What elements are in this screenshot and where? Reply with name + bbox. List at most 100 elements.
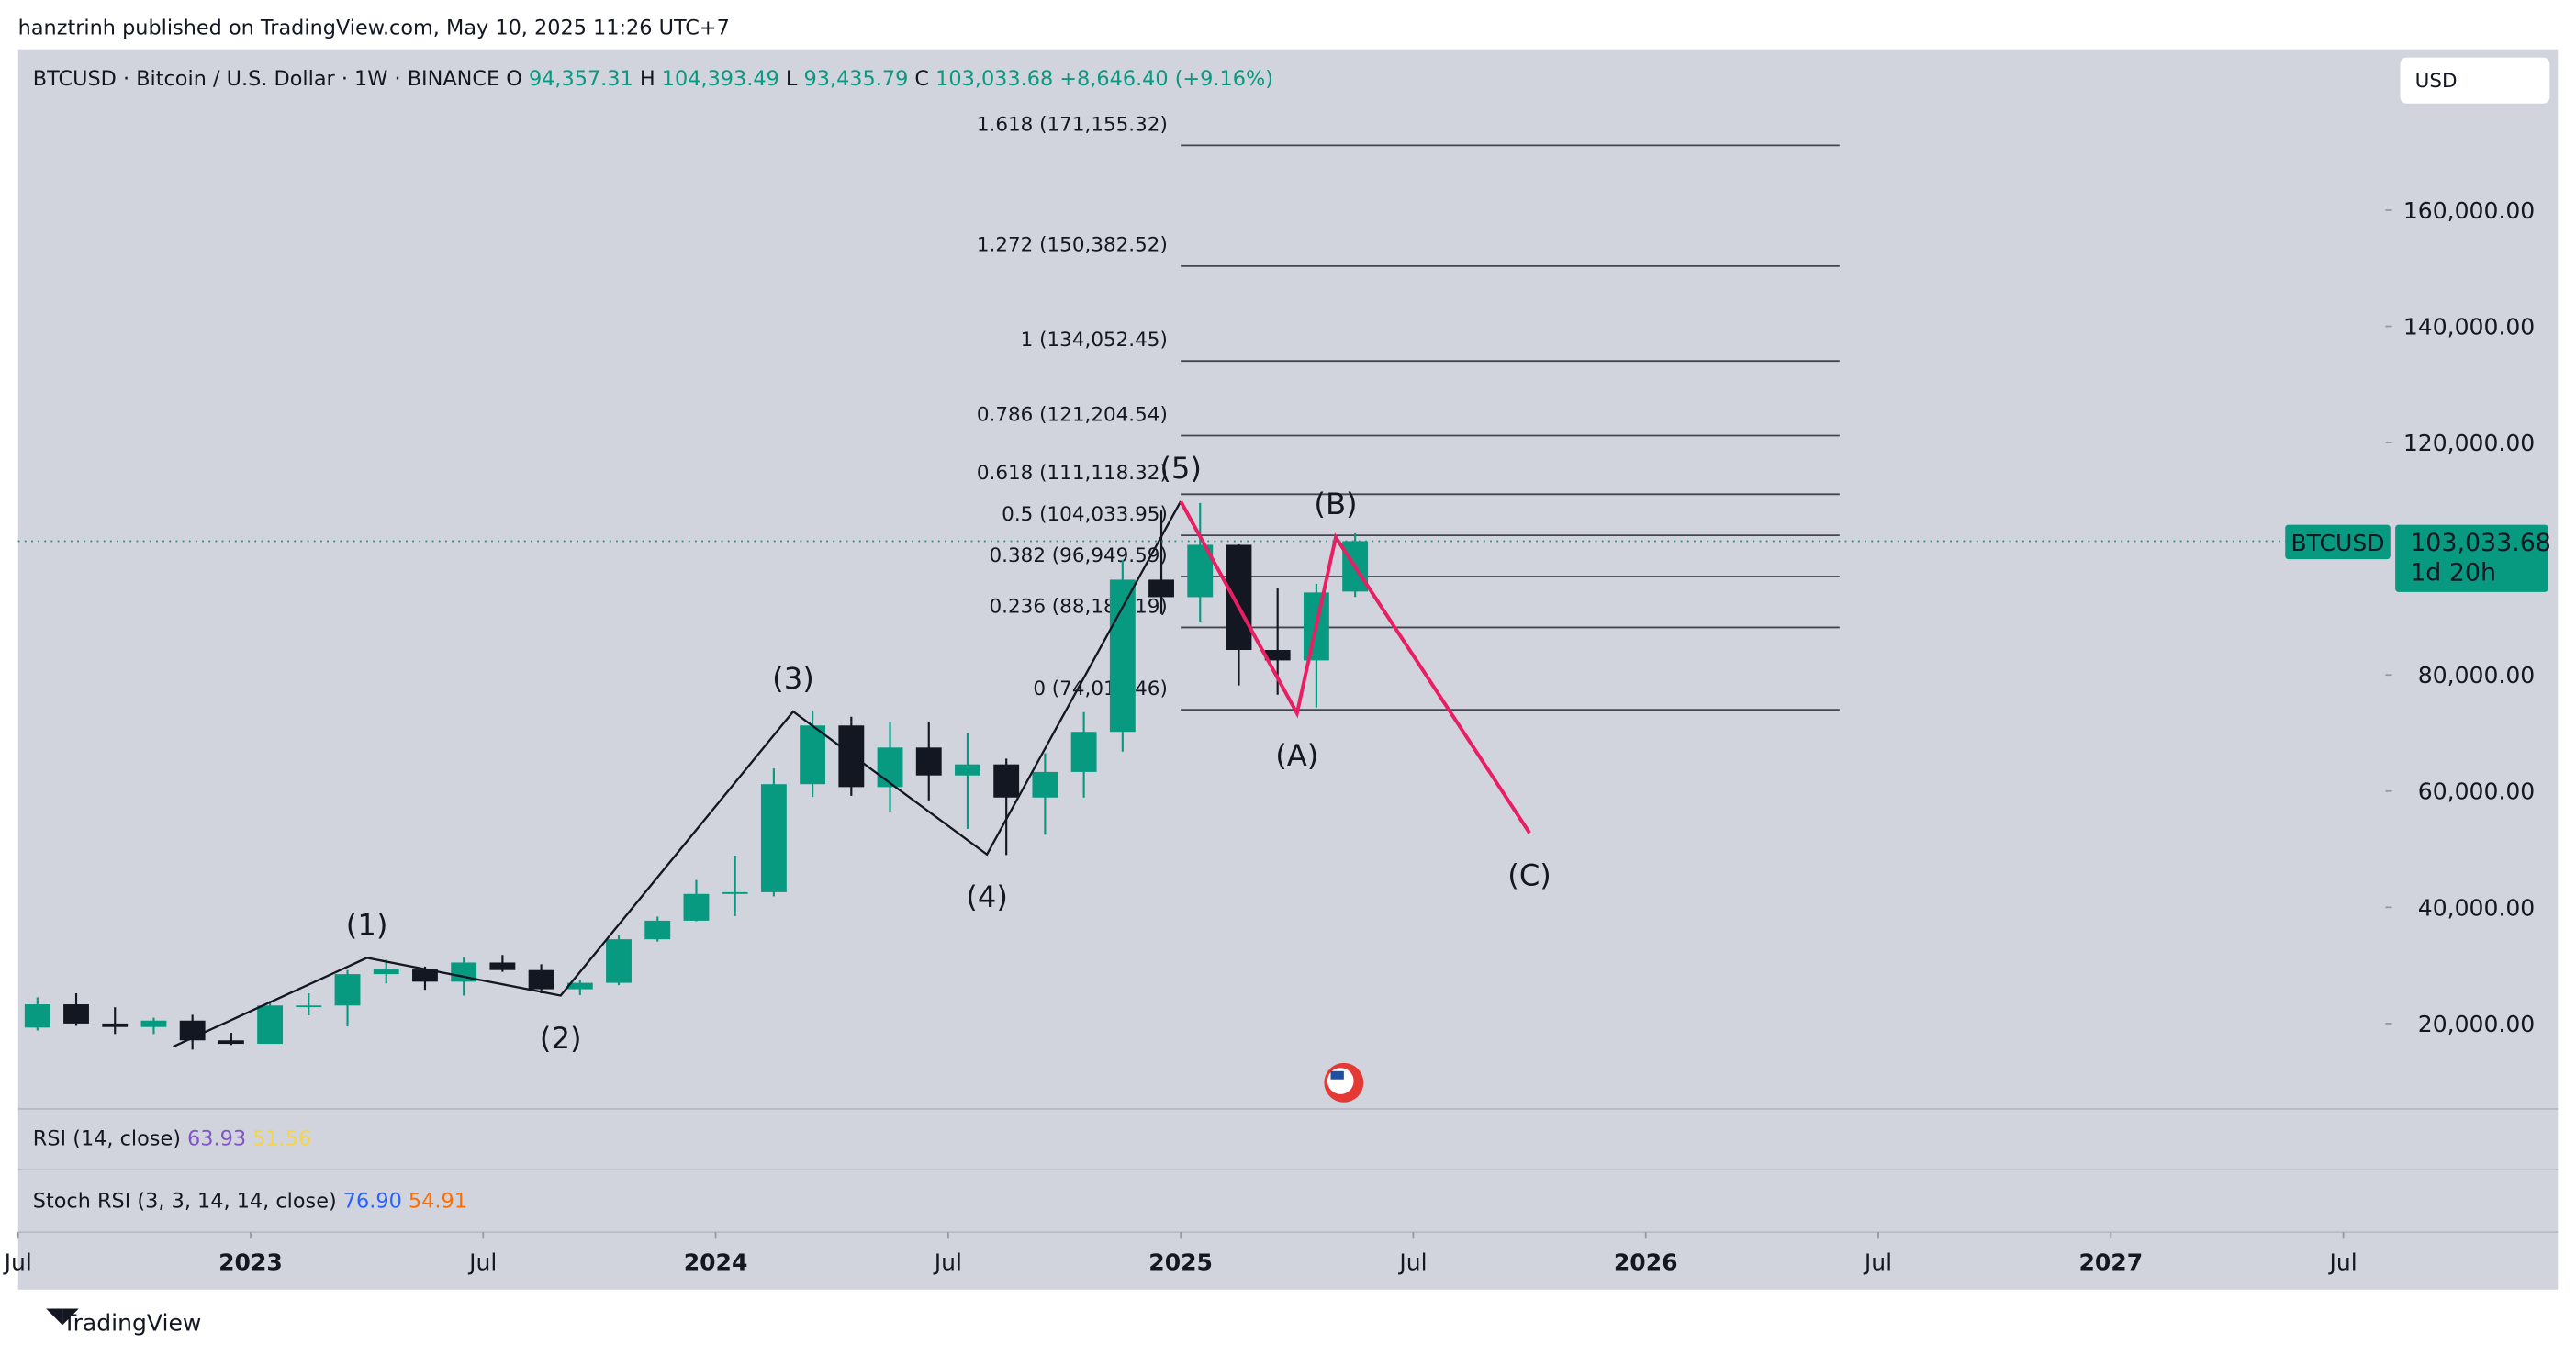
candle-body [63, 1004, 89, 1024]
candle-body [1226, 544, 1252, 651]
y-tick-label: 120,000.00 [2403, 430, 2535, 456]
publish-header: hanztrinh published on TradingView.com, … [18, 17, 730, 40]
y-tick-label: 80,000.00 [2418, 662, 2535, 689]
candle-body [102, 1023, 129, 1027]
x-tick-label: Jul [467, 1249, 497, 1275]
candle-body [528, 969, 554, 990]
candle-body [606, 939, 632, 983]
wave-label: (4) [966, 879, 1008, 914]
symbol-tag-label: BTCUSD [2290, 530, 2384, 556]
fib-label: 1.618 (171,155.32) [977, 113, 1168, 136]
wave-label: (3) [772, 661, 814, 696]
indicator-value: 63.93 [187, 1126, 246, 1150]
candle-body [1109, 579, 1136, 733]
x-tick-label: 2025 [1148, 1249, 1213, 1275]
candle-body [722, 891, 748, 894]
candle-body [373, 969, 399, 975]
candle-body [1032, 771, 1058, 798]
change-value: +8,646.40 (+9.16%) [1059, 67, 1273, 91]
wave-label: (2) [540, 1021, 582, 1056]
ohlc-key: L [786, 67, 798, 91]
indicator-legend: Stoch RSI (3, 3, 14, 14, close) 76.90 54… [33, 1189, 467, 1213]
candle-body [296, 1005, 322, 1008]
candle-body [489, 962, 516, 970]
indicator-legend: RSI (14, close) 63.93 51.56 [33, 1126, 311, 1150]
chart-background [17, 49, 2559, 1290]
flag-icon [1324, 1062, 1364, 1103]
wave-line [1179, 500, 1531, 834]
x-tick-label: 2026 [1614, 1249, 1678, 1275]
ohlc-key: O [506, 67, 522, 91]
currency-button[interactable] [2400, 57, 2550, 104]
candle-body [683, 893, 710, 921]
y-tick-label: 60,000.00 [2418, 778, 2535, 805]
candle-body [838, 725, 865, 788]
x-tick-label: 2023 [218, 1249, 283, 1275]
x-tick-label: Jul [2327, 1249, 2357, 1275]
candle-body [257, 1005, 284, 1045]
candle-body [915, 747, 942, 776]
indicator-name: Stoch RSI (3, 3, 14, 14, close) [33, 1189, 337, 1213]
price-tag-label: 103,033.68 [2410, 529, 2551, 557]
x-tick-label: Jul [1397, 1249, 1427, 1275]
indicator-value: 54.91 [409, 1189, 467, 1213]
candle-body [993, 764, 1020, 798]
candle-body [334, 974, 361, 1006]
ohlc-key: H [640, 67, 655, 91]
x-tick-label: Jul [3, 1249, 32, 1275]
wave-line [173, 500, 1182, 1048]
price-tag [2395, 524, 2548, 592]
candle-body [644, 920, 671, 940]
candle-body [760, 784, 787, 892]
x-tick-label: 2027 [2078, 1249, 2143, 1275]
indicator-value: 51.56 [252, 1126, 311, 1150]
candle-body [1264, 650, 1291, 661]
y-tick-label: 160,000.00 [2403, 197, 2535, 224]
symbol-tag [2285, 524, 2391, 560]
ohlc-value: 104,393.49 [662, 67, 779, 91]
x-tick-label: 2024 [684, 1249, 748, 1275]
fib-label: 0.382 (96,949.59) [990, 544, 1168, 567]
indicator-name: RSI (14, close) [33, 1126, 181, 1150]
wave-label: (C) [1507, 858, 1551, 893]
x-tick-label: Jul [933, 1249, 962, 1275]
wave-label: (5) [1159, 451, 1202, 486]
candle-body [140, 1020, 167, 1027]
wave-label: (B) [1314, 487, 1357, 521]
candle-body [24, 1004, 50, 1028]
candle-body [218, 1040, 244, 1045]
x-tick-label: Jul [1863, 1249, 1892, 1275]
candle-body [412, 969, 438, 982]
y-tick-label: 40,000.00 [2418, 894, 2535, 921]
wave-label: (A) [1275, 738, 1318, 773]
countdown-label: 1d 20h [2410, 558, 2496, 587]
indicator-value: 76.90 [343, 1189, 402, 1213]
symbol-legend: BTCUSD · Bitcoin / U.S. Dollar · 1W · BI… [33, 67, 1273, 91]
ohlc-value: 93,435.79 [804, 67, 909, 91]
candle-body [1148, 579, 1174, 598]
fib-label: 0.618 (111,118.32) [977, 462, 1168, 485]
footer-brand: TradingView [62, 1310, 201, 1337]
ohlc-key: C [914, 67, 929, 91]
fib-label: 1.272 (150,382.52) [977, 234, 1168, 257]
tv-logo-mark: ◥◤ [46, 1304, 79, 1328]
candle-body [566, 982, 593, 990]
ohlc-value: 103,033.68 [935, 67, 1053, 91]
candle-body [955, 764, 980, 776]
y-tick-label: 20,000.00 [2418, 1011, 2535, 1037]
fib-label: 0.236 (88,184.19) [990, 595, 1168, 618]
ohlc-value: 94,357.31 [529, 67, 633, 91]
y-tick-label: 140,000.00 [2403, 313, 2535, 340]
currency-label: USD [2415, 70, 2458, 93]
candle-body [877, 747, 903, 788]
fib-label: 0.5 (104,033.95) [1002, 503, 1168, 526]
candle-body [1070, 732, 1097, 772]
fib-label: 0.786 (121,204.54) [977, 403, 1168, 426]
candle-body [800, 725, 826, 785]
fib-label: 0 (74,015.46) [1033, 678, 1167, 700]
wave-label: (1) [346, 907, 388, 942]
fib-label: 1 (134,052.45) [1021, 329, 1168, 352]
symbol-name: BTCUSD · Bitcoin / U.S. Dollar · 1W · BI… [33, 67, 499, 91]
candle-body [451, 962, 477, 982]
